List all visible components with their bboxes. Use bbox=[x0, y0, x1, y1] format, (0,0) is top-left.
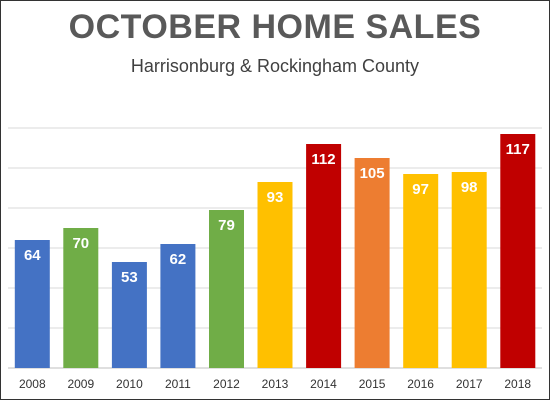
bar-2016 bbox=[403, 174, 439, 368]
data-label-2017: 98 bbox=[461, 179, 478, 196]
x-tick-2011: 2011 bbox=[165, 377, 191, 391]
x-tick-2012: 2012 bbox=[213, 377, 240, 391]
data-label-2011: 62 bbox=[170, 251, 187, 268]
x-tick-2018: 2018 bbox=[504, 377, 531, 391]
bar-2017 bbox=[451, 172, 487, 368]
data-labels: 64 70 53 62 79 93 112 105 97 98 117 bbox=[24, 141, 530, 286]
x-tick-2010: 2010 bbox=[116, 377, 143, 391]
chart-subtitle: Harrisonburg & Rockingham County bbox=[130, 56, 420, 76]
x-tick-2009: 2009 bbox=[67, 377, 94, 391]
x-tick-2013: 2013 bbox=[262, 377, 289, 391]
bar-2012 bbox=[209, 210, 244, 368]
data-label-2010: 53 bbox=[121, 269, 138, 286]
chart-title: OCTOBER HOME SALES bbox=[68, 8, 482, 46]
bar-2011 bbox=[160, 244, 196, 368]
x-tick-labels: 2008 2009 2010 2011 2012 2013 2014 2015 2016 2017… bbox=[19, 377, 531, 391]
bar-2014 bbox=[306, 144, 342, 368]
bar-2010 bbox=[111, 262, 147, 368]
data-label-2013: 93 bbox=[267, 189, 284, 206]
x-tick-2016: 2016 bbox=[407, 377, 434, 391]
x-tick-2015: 2015 bbox=[359, 377, 386, 391]
bar-2015 bbox=[354, 158, 390, 368]
x-tick-2008: 2008 bbox=[19, 377, 46, 391]
data-label-2008: 64 bbox=[24, 247, 41, 264]
data-label-2012: 79 bbox=[218, 217, 235, 234]
bar-2008 bbox=[14, 240, 50, 368]
data-label-2016: 97 bbox=[412, 181, 429, 198]
bar-2009 bbox=[63, 228, 99, 368]
x-tick-2017: 2017 bbox=[456, 377, 483, 391]
bars bbox=[14, 134, 536, 368]
data-label-2015: 105 bbox=[360, 165, 385, 182]
data-label-2018: 117 bbox=[506, 141, 530, 158]
x-tick-2014: 2014 bbox=[310, 377, 337, 391]
data-label-2014: 112 bbox=[311, 151, 335, 168]
data-label-2009: 70 bbox=[72, 235, 89, 252]
bar-2013 bbox=[257, 182, 293, 368]
bar-2018 bbox=[500, 134, 536, 368]
